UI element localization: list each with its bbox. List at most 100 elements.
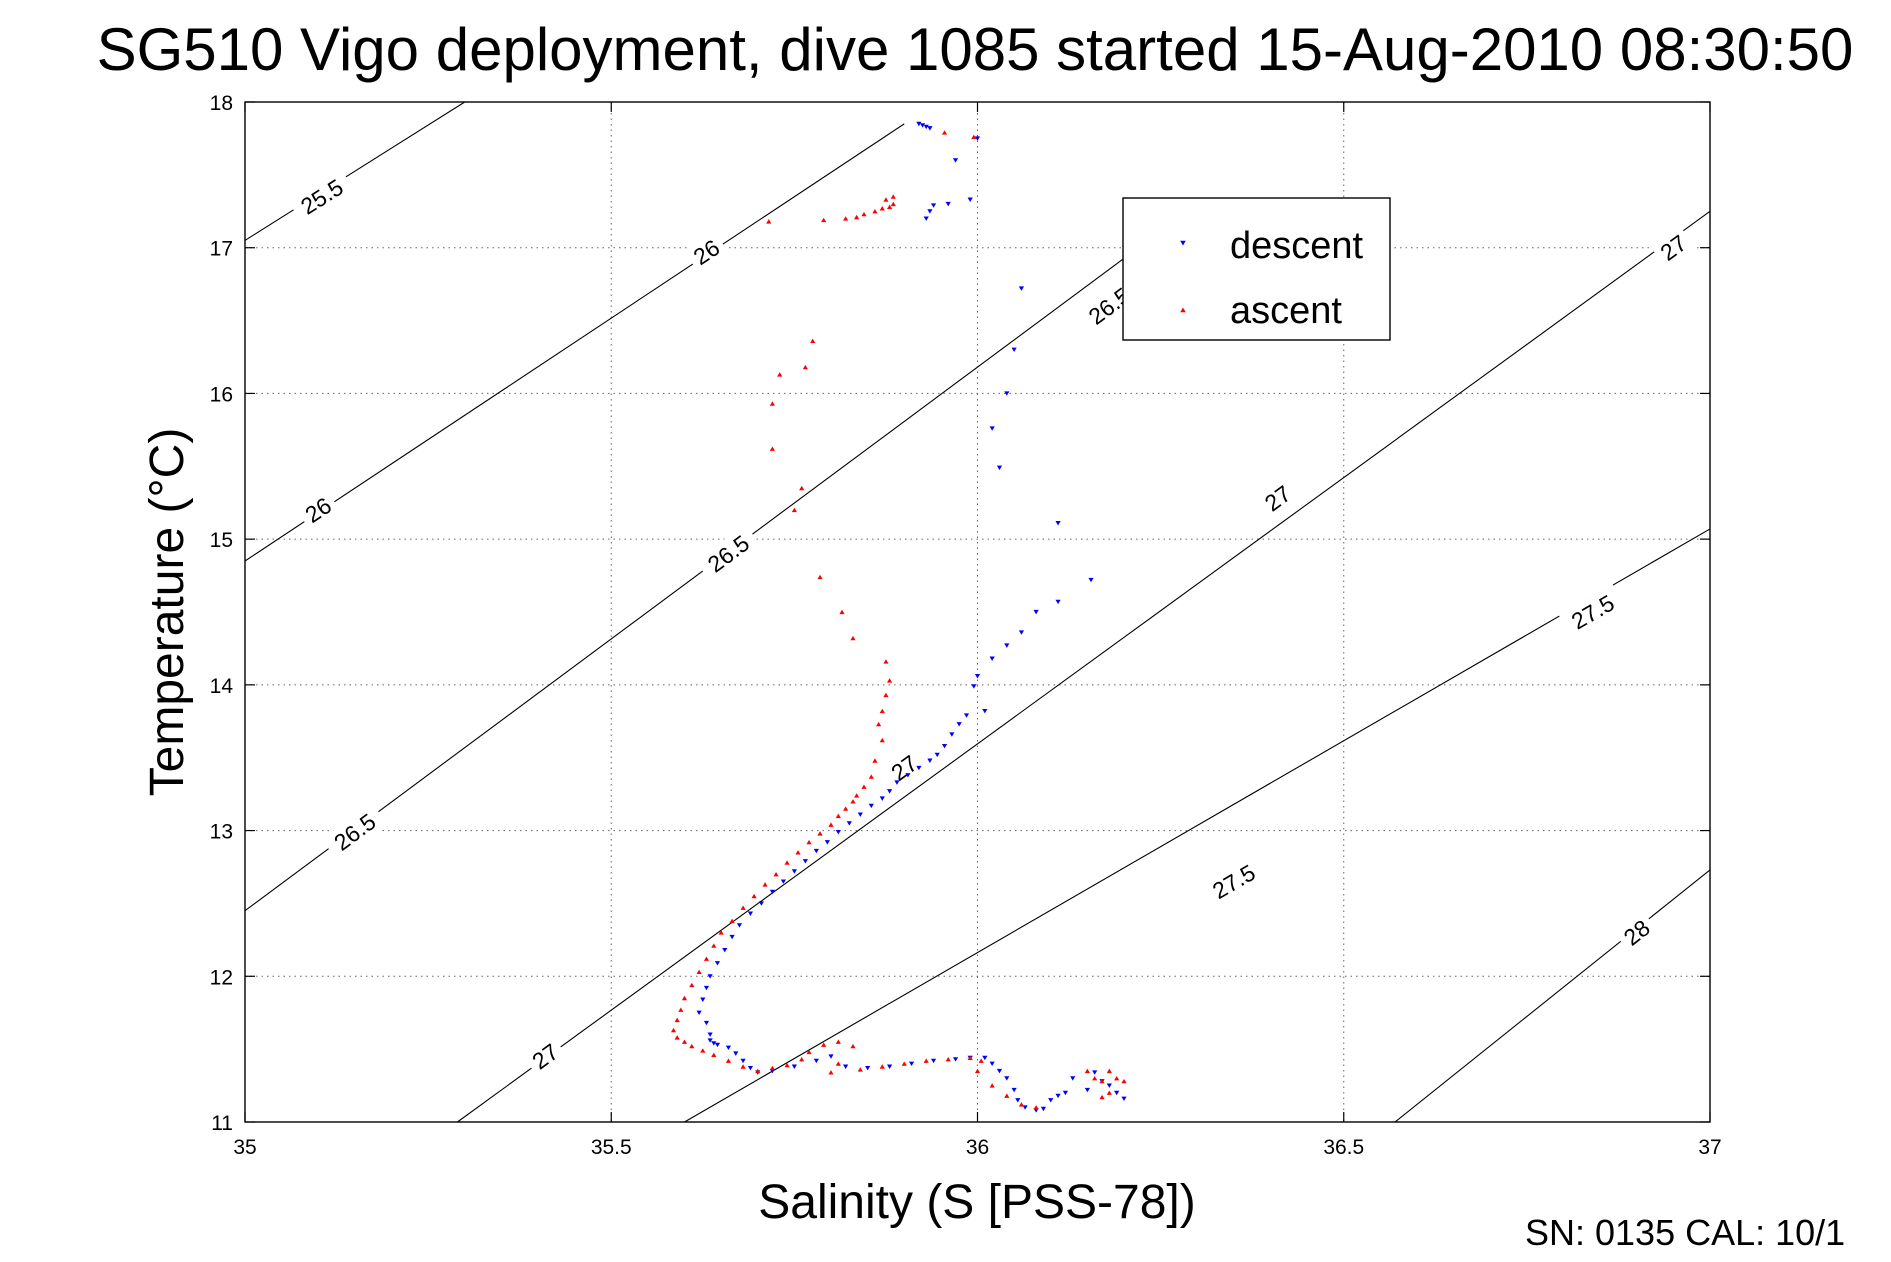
descent-point <box>927 758 933 763</box>
descent-point <box>1088 577 1094 583</box>
descent-point <box>930 1058 937 1064</box>
ascent-point <box>799 485 805 491</box>
ascent-point <box>795 850 801 855</box>
ascent-point <box>777 372 783 377</box>
descent-point <box>927 126 933 131</box>
descent-point <box>923 124 929 130</box>
ascent-point <box>810 338 816 344</box>
descent-point <box>791 869 797 874</box>
descent-point <box>747 911 754 916</box>
descent-point <box>1121 1096 1127 1102</box>
ascent-point <box>1018 1102 1025 1107</box>
descent-point <box>982 1055 988 1061</box>
ascent-point <box>740 905 746 910</box>
ascent-point <box>971 134 977 140</box>
ascent-point <box>883 659 889 664</box>
descent-point <box>1062 1090 1068 1096</box>
ascent-point <box>670 1027 677 1033</box>
descent-point <box>865 1066 871 1071</box>
ascent-point <box>674 1035 680 1040</box>
descent-point <box>1018 286 1025 291</box>
descent-point <box>740 1058 746 1064</box>
isopycnal-label-backdrop <box>695 523 762 584</box>
ascent-point <box>843 806 849 811</box>
descent-point <box>1055 521 1061 526</box>
ascent-point <box>769 1065 775 1071</box>
descent-point <box>725 1045 732 1051</box>
x-tick-label: 37 <box>1698 1136 1721 1159</box>
legend-markers <box>1180 240 1186 313</box>
x-tick-label: 35 <box>233 1136 256 1159</box>
ascent-point <box>751 893 757 899</box>
ascent-point <box>887 204 893 209</box>
ascent-point <box>923 1058 929 1063</box>
descent-point <box>1015 1098 1021 1103</box>
isopycnal-label-backdrop <box>1255 476 1301 521</box>
descent-point <box>956 722 962 727</box>
y-tick-label: 18 <box>210 92 233 115</box>
ascent-point <box>868 774 874 779</box>
ascent-point <box>883 692 889 698</box>
descent-point <box>989 1061 995 1067</box>
ascent-point <box>1099 1094 1105 1100</box>
ascent-point <box>681 995 688 1001</box>
ascent-point <box>876 721 882 727</box>
isopycnal-line <box>684 528 1711 1123</box>
ascent-point <box>989 1083 995 1088</box>
legend-marker-descent <box>1180 240 1186 246</box>
descent-point <box>1084 1087 1090 1093</box>
isopycnal-label-backdrop <box>1613 910 1660 955</box>
ascent-point <box>850 635 856 641</box>
descent-point <box>952 158 959 163</box>
descent-point <box>747 1066 754 1071</box>
descent-point <box>894 780 900 785</box>
ascent-point <box>806 839 812 845</box>
ascent-point <box>861 211 867 217</box>
ascent-point <box>890 194 896 199</box>
ascent-point <box>879 1064 885 1069</box>
descent-point <box>963 713 970 718</box>
isopycnal-label-backdrop <box>288 168 356 226</box>
descent-point <box>952 1057 959 1062</box>
ascent-point <box>678 1007 684 1012</box>
ascent-point <box>784 860 790 865</box>
descent-point <box>1018 630 1025 635</box>
descent-point <box>736 923 743 928</box>
isopycnal-line <box>244 123 905 562</box>
legend-box <box>1122 197 1391 341</box>
ascent-point <box>1099 1078 1105 1084</box>
descent-point <box>703 1020 710 1026</box>
ascent-point <box>879 708 885 714</box>
ascent-point <box>740 1064 746 1069</box>
y-tick-label: 12 <box>210 966 233 989</box>
descent-point <box>887 1064 893 1069</box>
ascent-point <box>854 214 860 220</box>
descent-point <box>1004 643 1010 648</box>
axis-ticks: 35 35.5 36 36.5 37 11 12 13 14 15 16 17 18 <box>210 92 1722 1159</box>
descent-point <box>700 997 706 1002</box>
ascent-point <box>974 1068 981 1074</box>
descent-point <box>996 1068 1003 1074</box>
descent-point <box>879 796 885 801</box>
descent-point <box>919 123 926 128</box>
ascent-point <box>689 982 695 988</box>
ascent-point <box>1084 1068 1090 1074</box>
ascent-point <box>821 217 827 223</box>
isopycnal-line <box>244 101 466 241</box>
ascent-point <box>703 956 710 961</box>
descent-point <box>843 1064 849 1069</box>
ascent-point <box>766 219 772 224</box>
y-tick-label: 14 <box>210 675 234 698</box>
ascent-point <box>828 822 834 827</box>
ascent-point <box>689 1043 695 1049</box>
x-tick-label: 36.5 <box>1323 1136 1364 1159</box>
descent-point <box>846 821 852 826</box>
ascent-point <box>941 130 948 135</box>
ascent-point <box>817 574 823 580</box>
descent-point <box>729 934 735 940</box>
descent-point <box>905 773 911 778</box>
ascent-point <box>850 1043 856 1049</box>
ascent-point <box>850 799 856 804</box>
descent-point <box>1011 1087 1017 1093</box>
descent-point <box>1092 1070 1098 1075</box>
